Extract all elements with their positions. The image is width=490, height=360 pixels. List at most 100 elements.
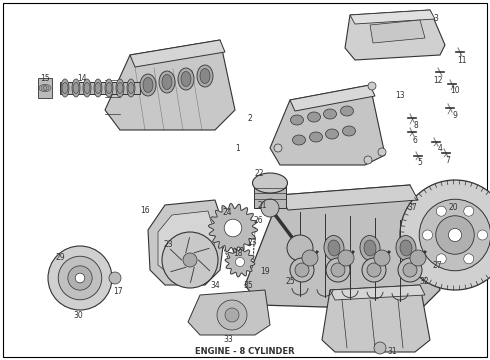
Text: 5: 5	[417, 158, 422, 166]
Circle shape	[224, 219, 242, 237]
Ellipse shape	[95, 82, 101, 94]
Text: 1: 1	[236, 144, 241, 153]
Ellipse shape	[73, 82, 79, 94]
Text: 7: 7	[445, 156, 450, 165]
Circle shape	[236, 257, 245, 266]
Text: 27: 27	[432, 261, 442, 270]
Circle shape	[295, 263, 309, 277]
Circle shape	[58, 256, 102, 300]
Text: 18: 18	[233, 248, 243, 257]
Text: 32: 32	[419, 278, 429, 287]
Text: 35: 35	[243, 282, 253, 291]
Circle shape	[403, 263, 417, 277]
Circle shape	[274, 144, 282, 152]
Circle shape	[326, 258, 350, 282]
Ellipse shape	[325, 129, 339, 139]
Ellipse shape	[61, 79, 69, 97]
Bar	[254, 183, 286, 208]
Circle shape	[261, 199, 279, 217]
Text: 9: 9	[453, 111, 458, 120]
Ellipse shape	[143, 77, 153, 93]
Text: 30: 30	[73, 311, 83, 320]
Circle shape	[331, 263, 345, 277]
Text: 20: 20	[448, 202, 458, 212]
Ellipse shape	[310, 132, 322, 142]
Text: 21: 21	[257, 201, 267, 210]
Ellipse shape	[343, 126, 356, 136]
Text: 16: 16	[140, 206, 150, 215]
Circle shape	[464, 254, 474, 264]
Ellipse shape	[178, 68, 194, 90]
Circle shape	[477, 230, 488, 240]
Circle shape	[400, 180, 490, 290]
Ellipse shape	[400, 240, 412, 256]
Ellipse shape	[159, 71, 175, 93]
Ellipse shape	[396, 235, 416, 261]
Ellipse shape	[116, 79, 124, 97]
Circle shape	[75, 273, 85, 283]
Circle shape	[287, 235, 313, 261]
Ellipse shape	[127, 79, 135, 97]
Text: 8: 8	[414, 121, 418, 130]
Text: 37: 37	[407, 202, 417, 212]
Ellipse shape	[324, 235, 344, 261]
Circle shape	[217, 300, 247, 330]
Text: 23: 23	[163, 239, 173, 248]
Circle shape	[410, 250, 426, 266]
Circle shape	[162, 232, 218, 288]
Ellipse shape	[181, 72, 191, 86]
Ellipse shape	[128, 82, 134, 94]
Circle shape	[419, 199, 490, 271]
Text: 11: 11	[457, 55, 467, 64]
Ellipse shape	[288, 235, 308, 261]
Ellipse shape	[341, 106, 353, 116]
Polygon shape	[245, 185, 440, 310]
Text: 10: 10	[450, 86, 460, 95]
Text: ENGINE - 8 CYLINDER: ENGINE - 8 CYLINDER	[195, 347, 295, 356]
Text: 17: 17	[113, 288, 123, 297]
Ellipse shape	[72, 79, 80, 97]
Ellipse shape	[200, 68, 210, 84]
Ellipse shape	[293, 135, 305, 145]
Polygon shape	[345, 10, 445, 60]
Polygon shape	[208, 203, 258, 253]
Circle shape	[48, 246, 112, 310]
Circle shape	[290, 258, 314, 282]
Polygon shape	[148, 200, 225, 285]
Polygon shape	[105, 40, 235, 130]
Ellipse shape	[292, 240, 304, 256]
Text: 15: 15	[40, 73, 50, 82]
Text: 34: 34	[210, 282, 220, 291]
Circle shape	[109, 272, 121, 284]
Polygon shape	[158, 211, 215, 276]
Circle shape	[364, 156, 372, 164]
Polygon shape	[322, 285, 430, 352]
Circle shape	[436, 254, 446, 264]
Circle shape	[183, 253, 197, 267]
Text: 31: 31	[387, 347, 397, 356]
Text: 3: 3	[434, 14, 439, 23]
Ellipse shape	[94, 79, 102, 97]
Polygon shape	[350, 10, 435, 24]
Text: 6: 6	[413, 135, 417, 144]
Circle shape	[374, 250, 390, 266]
Circle shape	[422, 230, 433, 240]
Polygon shape	[225, 247, 255, 277]
Text: 23: 23	[247, 238, 257, 247]
Ellipse shape	[252, 173, 288, 193]
Circle shape	[68, 266, 92, 290]
Text: 22: 22	[254, 168, 264, 177]
Circle shape	[464, 206, 474, 216]
Circle shape	[338, 250, 354, 266]
Circle shape	[302, 250, 318, 266]
Ellipse shape	[84, 82, 90, 94]
Circle shape	[225, 308, 239, 322]
Ellipse shape	[291, 115, 303, 125]
Ellipse shape	[83, 79, 91, 97]
Ellipse shape	[117, 82, 123, 94]
Ellipse shape	[62, 82, 68, 94]
Polygon shape	[370, 20, 425, 43]
Text: 29: 29	[55, 253, 65, 262]
Ellipse shape	[140, 74, 156, 96]
Polygon shape	[270, 85, 385, 165]
